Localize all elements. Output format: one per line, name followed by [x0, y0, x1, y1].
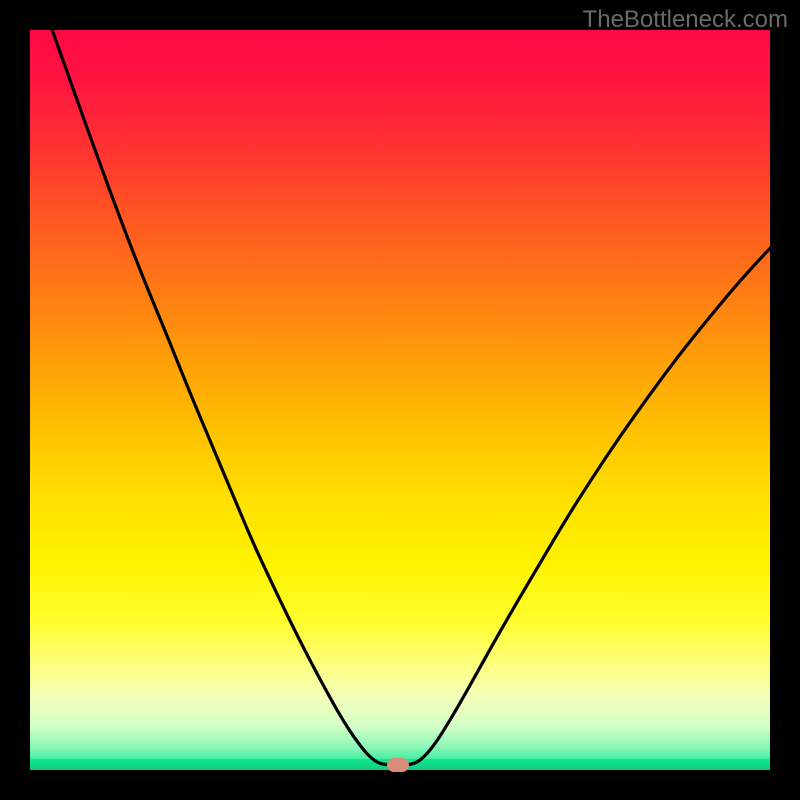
- current-config-marker: [387, 758, 409, 772]
- plot-area: [30, 30, 770, 770]
- watermark-text: TheBottleneck.com: [583, 6, 788, 34]
- bottleneck-curve: [30, 30, 770, 770]
